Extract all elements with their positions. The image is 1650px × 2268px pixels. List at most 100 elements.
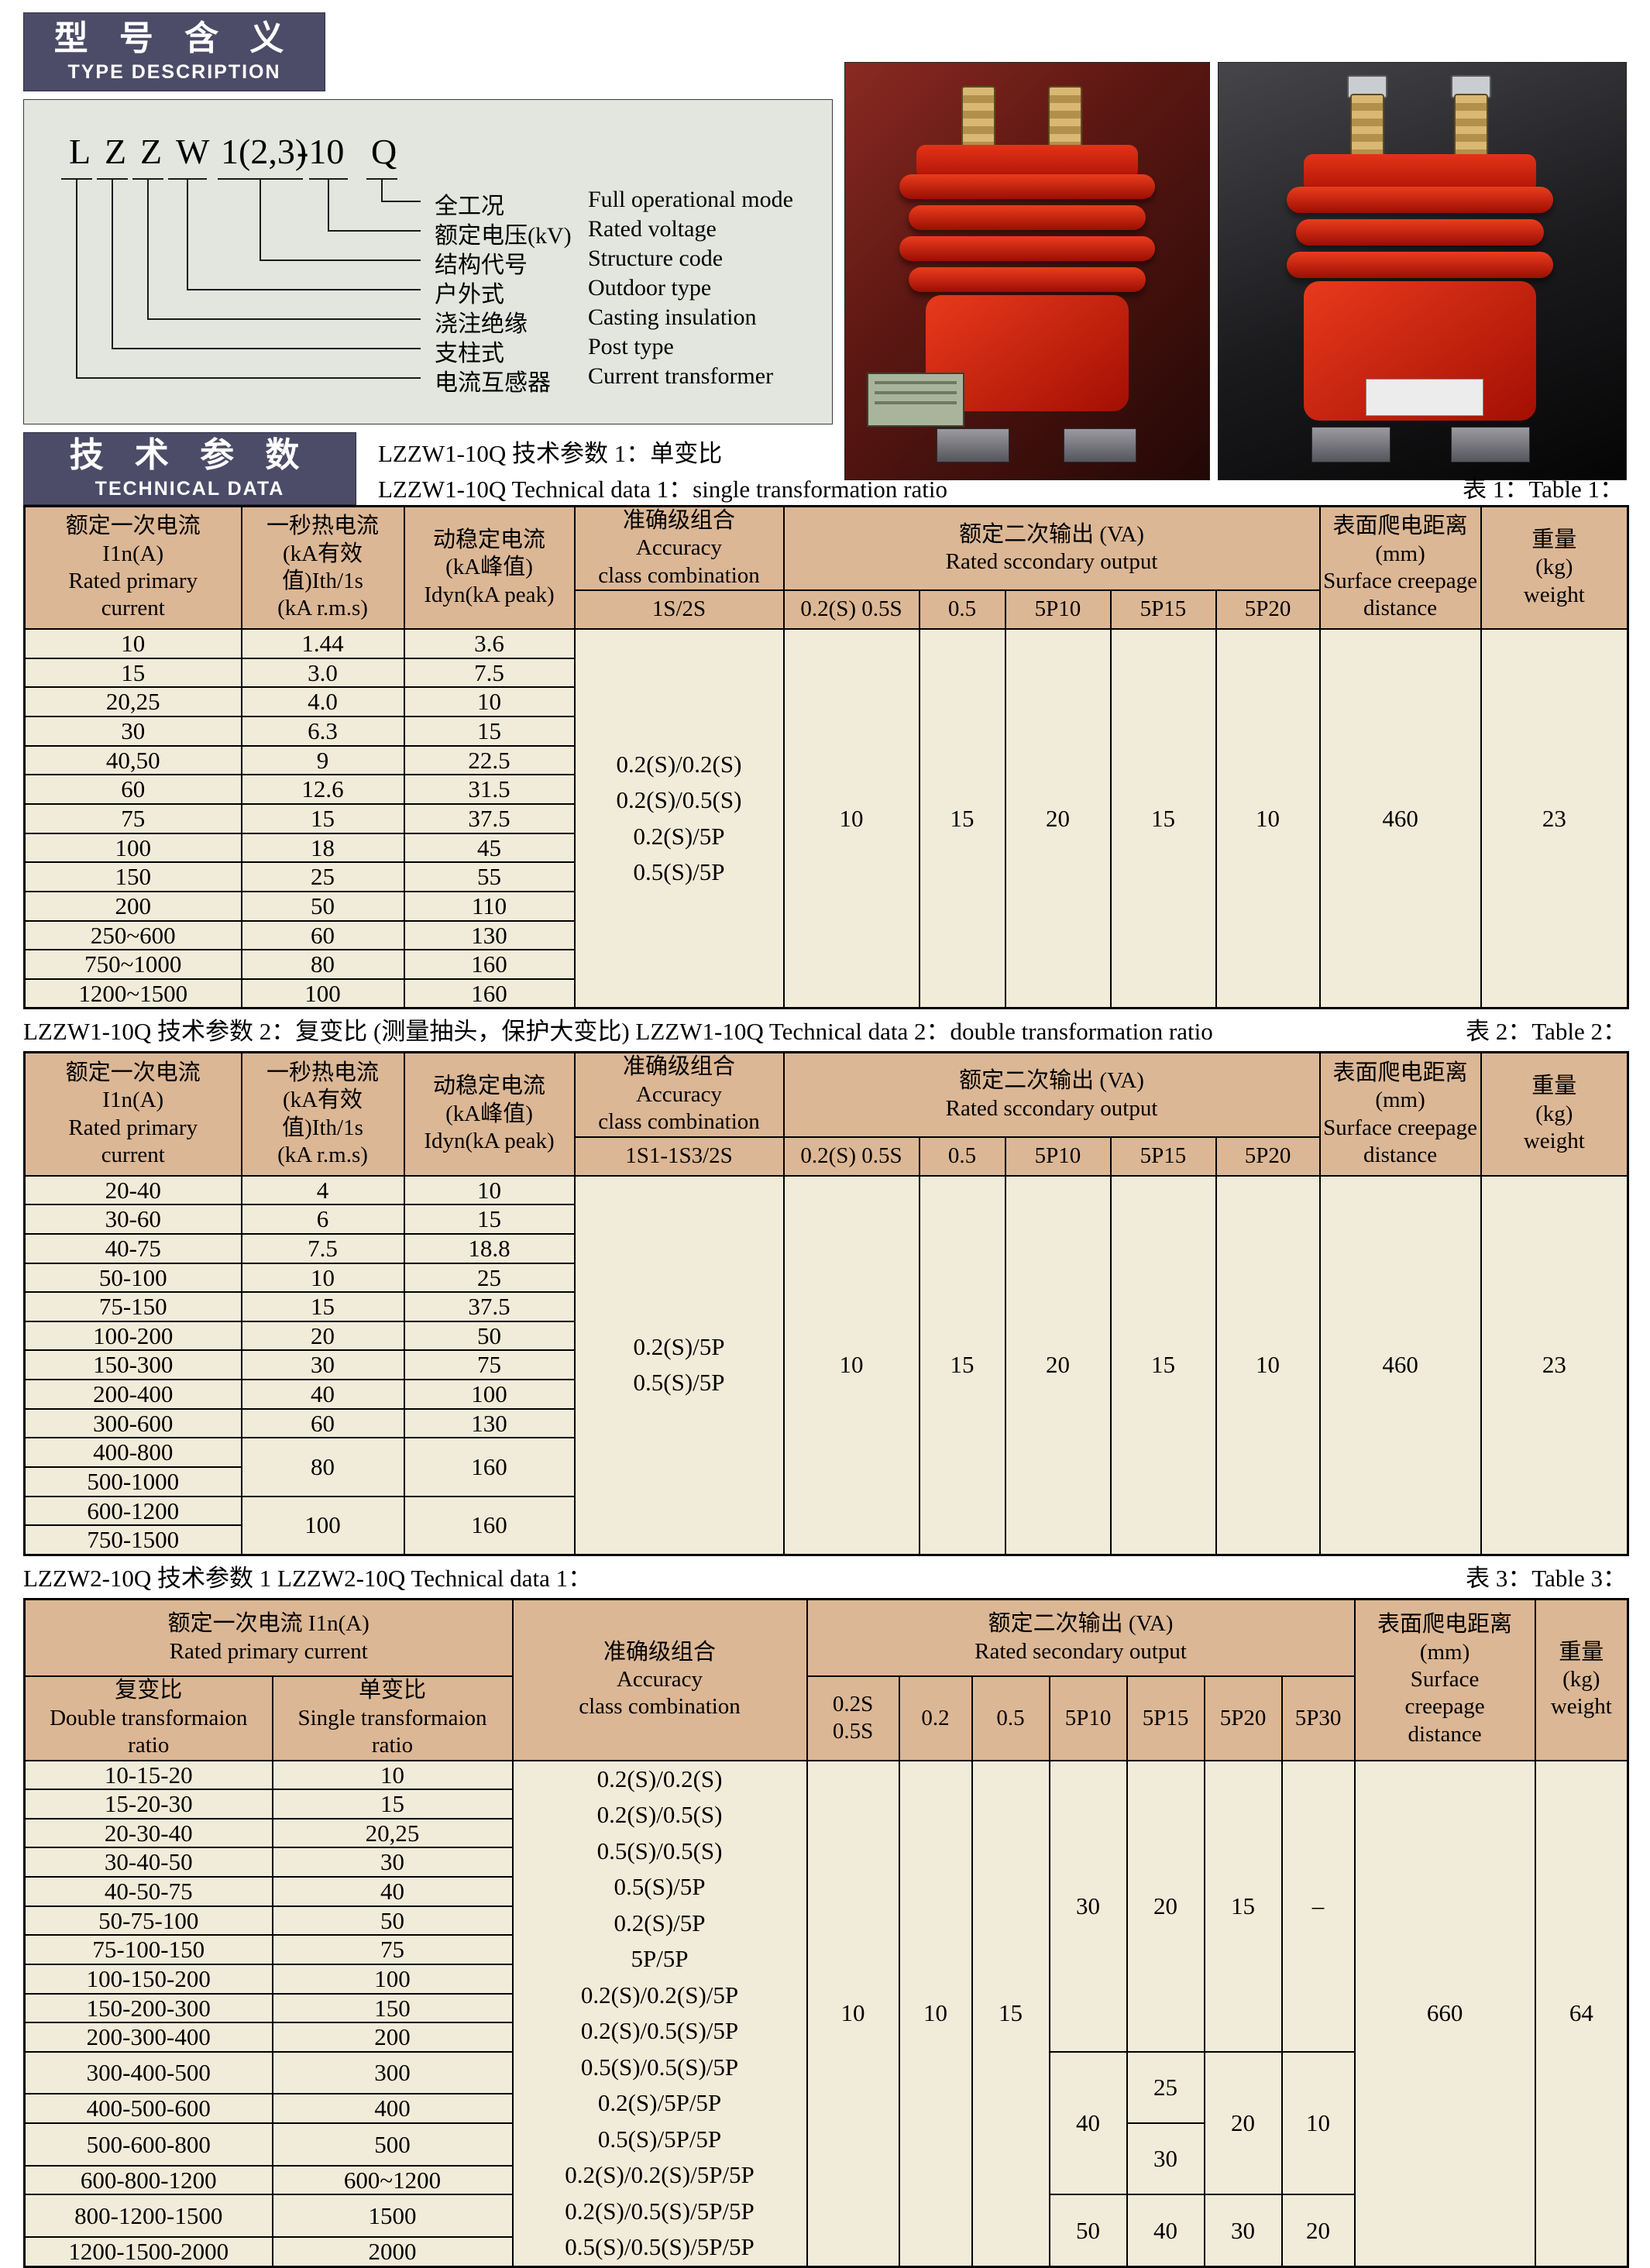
cell: 50 — [403, 1320, 576, 1352]
t2-header-output-col: 5P15 — [1109, 1136, 1217, 1177]
type-item-zh: 电流互感器 — [435, 370, 551, 396]
cell: 25 — [240, 861, 405, 892]
ct-fin — [899, 236, 1155, 261]
table-row: 500-1000 — [23, 1466, 1628, 1497]
table-row: 200-300-400 200 — [23, 2022, 1628, 2053]
t2-header-weight: 重量 (kg) weight — [1480, 1051, 1629, 1177]
t3-header-double-ratio: 复变比 Double transformaion ratio — [23, 1675, 273, 1761]
cell: 20 — [240, 1320, 405, 1352]
cell: 10-15-20 — [23, 1759, 273, 1791]
cell: 37.5 — [403, 1291, 576, 1322]
table-row: 30-60 6 15 — [23, 1204, 1628, 1235]
cell: 75 — [271, 1934, 514, 1966]
t1-header-primary: 额定一次电流 I1n(A) Rated primary current — [23, 505, 242, 631]
t2-header-output-col: 5P20 — [1215, 1136, 1321, 1177]
cell: 40-75 — [23, 1232, 242, 1264]
top-section: 型 号 含 义 TYPE DESCRIPTION L Z Z W 1(2,3) … — [0, 0, 1650, 505]
table-row: 150-200-300 150 — [23, 1992, 1628, 2024]
ct-mounting-foot — [1451, 427, 1530, 462]
table1-caption-zh: LZZW1-10Q 技术参数 1：单变比 — [378, 440, 723, 467]
cell: 600-1200 — [23, 1495, 242, 1527]
technical-data-header: 技 术 参 数 TECHNICAL DATA — [23, 432, 356, 505]
cell: 750~1000 — [23, 949, 242, 980]
type-item-en: Outdoor type — [588, 275, 712, 301]
cell: 40,50 — [23, 744, 242, 776]
t3-header-weight: 重量 (kg) weight — [1534, 1598, 1629, 1761]
t3-output-cell: 30 — [1048, 1759, 1128, 2053]
t3-output-cell: 10 — [1280, 2050, 1356, 2196]
table-row: 30-40-50 30 — [23, 1847, 1628, 1878]
cell: 200 — [271, 2022, 514, 2053]
t2-output-cell: 15 — [918, 1174, 1006, 1556]
cell: 60 — [240, 1407, 405, 1439]
table-row: 15 3.0 7.5 — [23, 657, 1628, 689]
t3-output-cell: – — [1280, 1759, 1356, 2053]
cell: 150-300 — [23, 1349, 242, 1381]
t2-accuracy-cell: 0.2(S)/5P 0.5(S)/5P — [573, 1174, 785, 1556]
cell: 30 — [240, 1349, 405, 1381]
type-description-title-en: TYPE DESCRIPTION — [67, 60, 281, 83]
table-row: 1200~1500 100 160 — [23, 978, 1628, 1009]
table-row: 200 50 110 — [23, 890, 1628, 922]
t2-header-output-col: 0.5 — [918, 1136, 1006, 1177]
ct-label-plate — [1366, 379, 1483, 416]
type-item-en: Rated voltage — [588, 216, 717, 242]
cell: 55 — [403, 861, 576, 892]
ct-mounting-foot — [1311, 427, 1390, 462]
cell: 100 — [240, 978, 405, 1009]
t1-header-creepage: 表面爬电距离 (mm) Surface creepage distance — [1318, 505, 1482, 631]
cell: 9 — [240, 744, 405, 776]
ct-fin — [1287, 187, 1553, 213]
cell: 12.6 — [240, 774, 405, 805]
t3-weight-cell: 64 — [1534, 1759, 1629, 2268]
table-row: 600-1200 100 160 — [23, 1495, 1628, 1556]
t3-output-cell: 10 — [898, 1759, 973, 2268]
cell: 18 — [240, 832, 405, 864]
cell: 300 — [271, 2050, 514, 2095]
cell: 75-100-150 — [23, 1934, 273, 1966]
ct-mounting-foot — [937, 428, 1009, 462]
t1-header-output-col: 5P10 — [1004, 589, 1112, 631]
t2-header-primary: 额定一次电流 I1n(A) Rated primary current — [23, 1051, 242, 1177]
cell: 25 — [403, 1262, 576, 1294]
cell: 500-1000 — [23, 1466, 242, 1497]
table-row: 75-100-150 75 — [23, 1934, 1628, 1966]
ct-fin — [909, 267, 1146, 292]
cell: 1.44 — [240, 628, 405, 659]
cell: 10 — [240, 1262, 405, 1294]
type-item-zh: 结构代号 — [435, 253, 528, 278]
ct-fin — [909, 205, 1146, 230]
table-row: 10 1.44 3.6 0.2(S)/0.2(S) 0.2(S)/0.5(S) … — [23, 628, 1629, 1009]
t3-accuracy-cell: 0.2(S)/0.2(S) 0.2(S)/0.5(S) 0.5(S)/0.5(S… — [511, 1759, 808, 2268]
t1-header-accuracy: 准确级组合 Accuracy class combination — [573, 505, 785, 592]
cell: 200-400 — [23, 1379, 242, 1410]
cell: 15 — [240, 802, 405, 834]
table-row: 40,50 9 22.5 — [23, 744, 1628, 776]
type-code-segment: Z — [140, 132, 163, 171]
cell: 6.3 — [240, 716, 405, 747]
cell: 50-75-100 — [23, 1905, 273, 1936]
cell: 30-60 — [23, 1204, 242, 1235]
cell: 40 — [271, 1876, 514, 1907]
table-row: 20-30-40 20,25 — [23, 1817, 1628, 1849]
table-row: 75 15 37.5 — [23, 802, 1628, 834]
cell: 1500 — [271, 2194, 514, 2238]
table-row: 100-150-200 100 — [23, 1964, 1628, 1995]
cell: 160 — [403, 978, 576, 1009]
cell: 100 — [23, 832, 242, 864]
type-code-segment: L — [69, 132, 91, 171]
table-row: 20,25 4.0 10 — [23, 686, 1628, 718]
cell: 80 — [240, 949, 405, 980]
table2-caption: LZZW1-10Q 技术参数 2：复变比 (测量抽头，保护大变比) LZZW1-… — [23, 1018, 1213, 1046]
cell: 4.0 — [240, 686, 405, 718]
t1-output-cell: 10 — [782, 628, 920, 1009]
technical-data-title-zh: 技 术 参 数 — [69, 436, 311, 475]
cell: 250~600 — [23, 919, 242, 951]
ct-rating-plate — [867, 373, 964, 427]
t1-header-output: 额定二次输出 (VA) Rated sccondary output — [782, 505, 1321, 592]
table-row: 150 25 55 — [23, 861, 1628, 892]
cell: 75 — [403, 1349, 576, 1381]
type-code-segment: -10 — [297, 132, 345, 171]
cell: 1200-1500-2000 — [23, 2235, 273, 2268]
t2-header-output: 额定二次输出 (VA) Rated sccondary output — [782, 1051, 1321, 1138]
